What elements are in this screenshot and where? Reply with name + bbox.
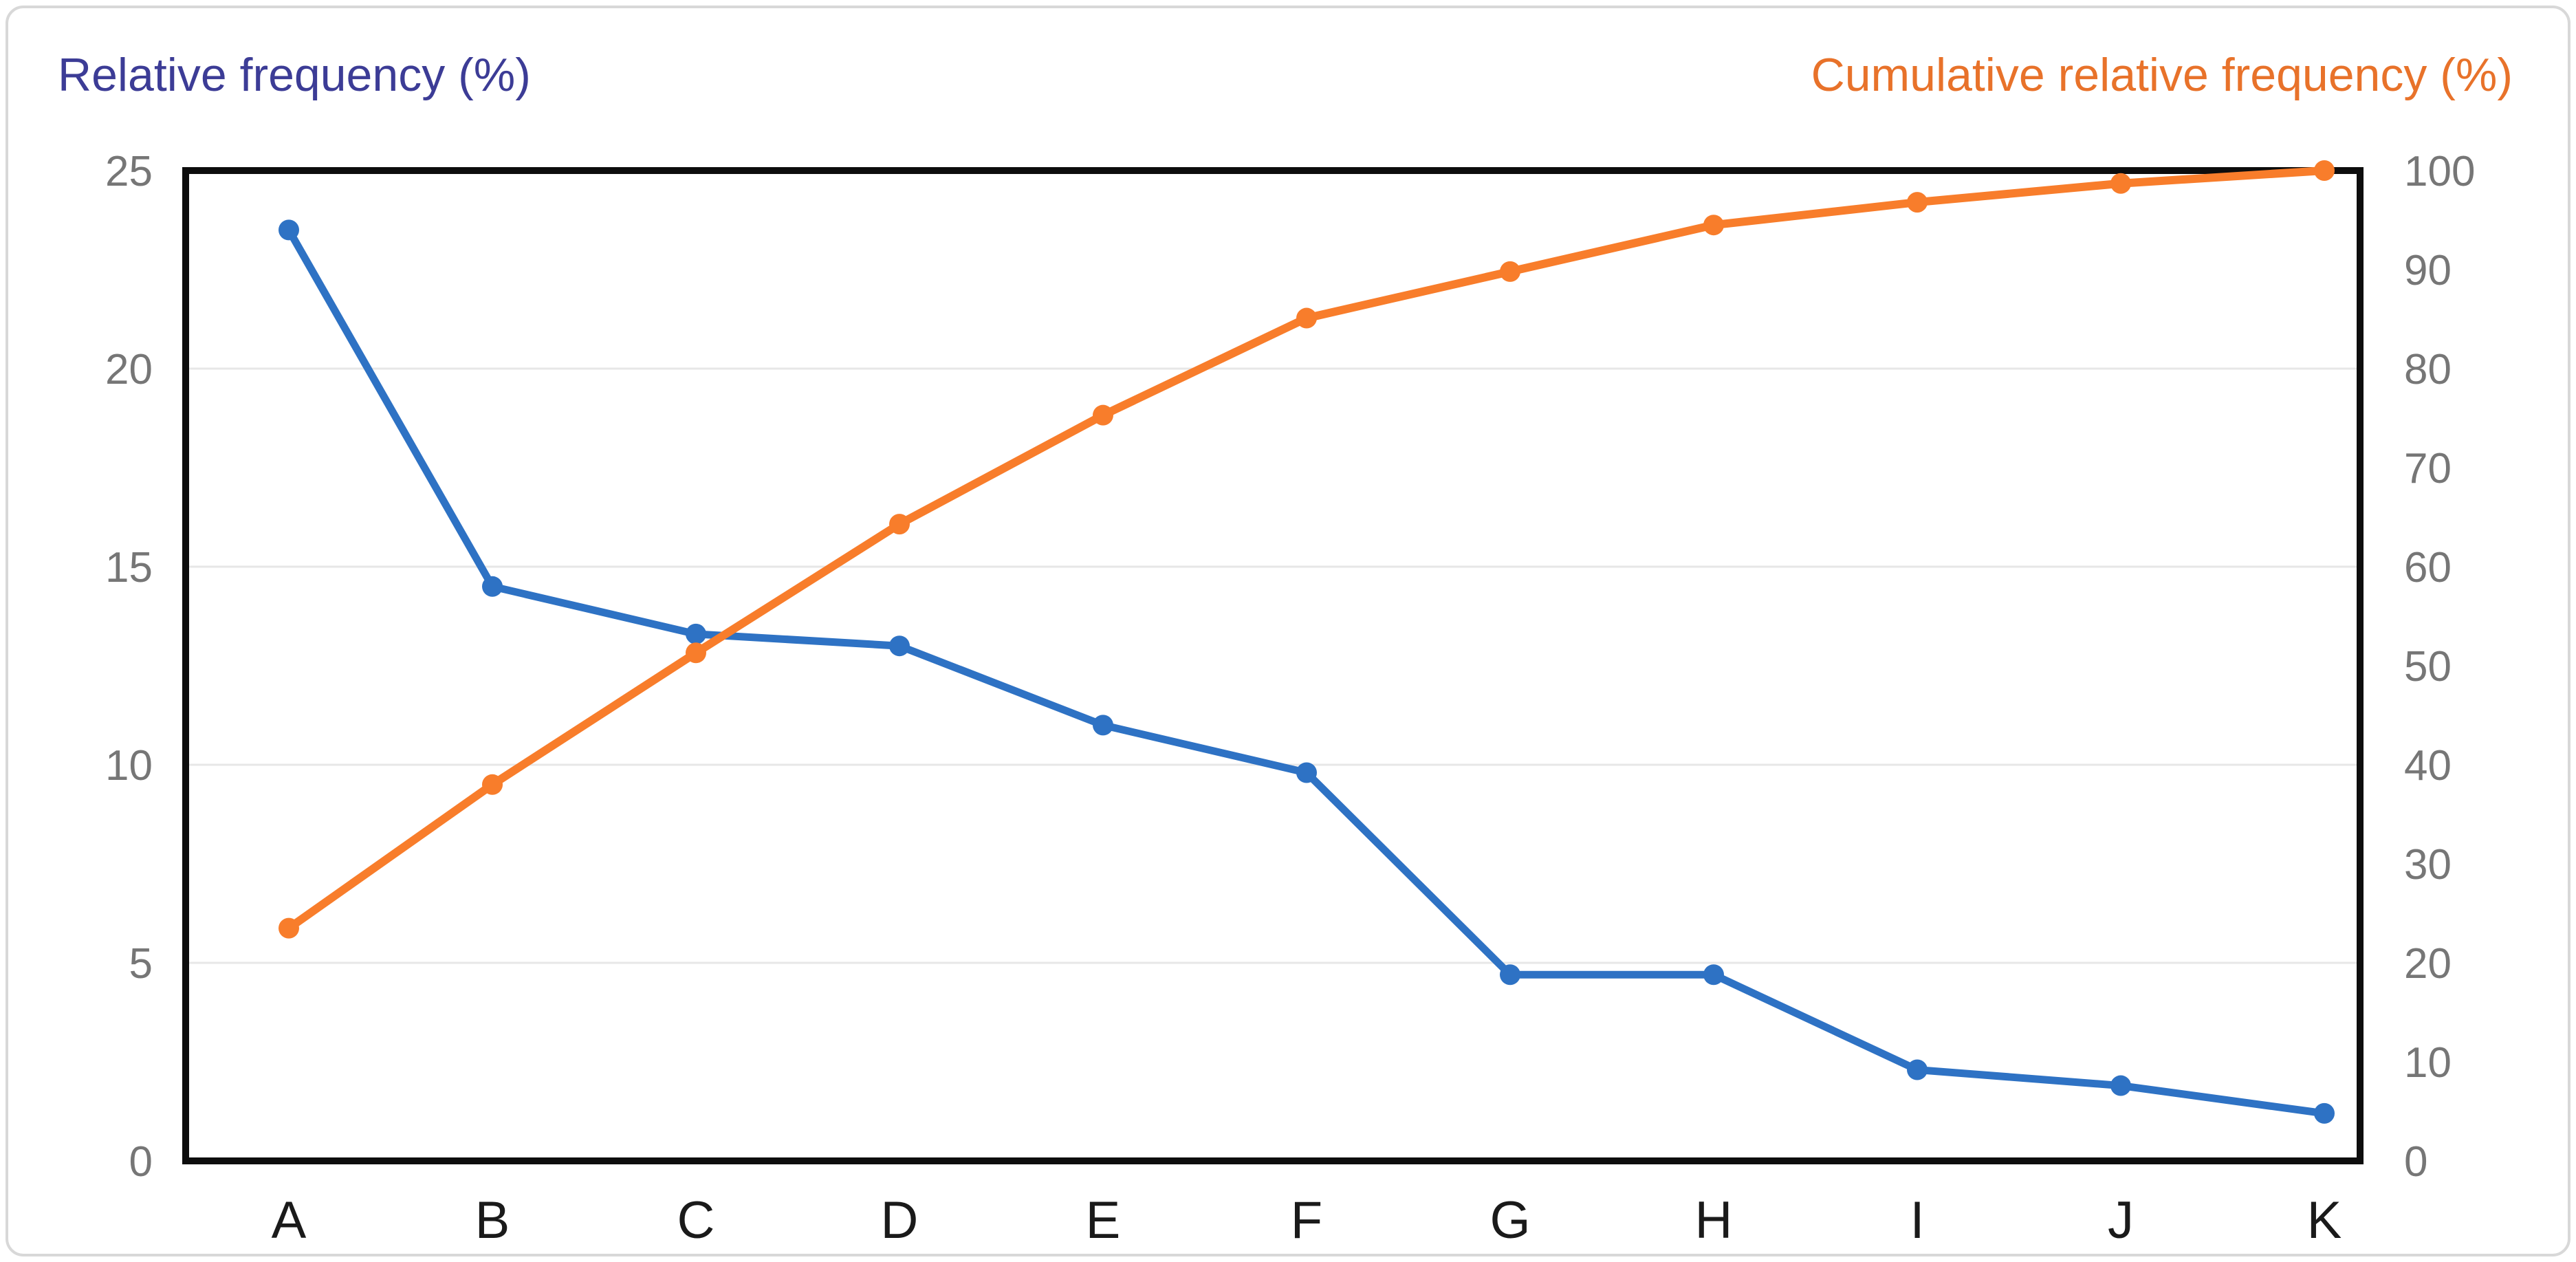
cumulative-relative-frequency-point-H (1703, 215, 1724, 236)
left-axis-tick-15: 15 (105, 544, 153, 591)
cumulative-relative-frequency-point-F (1296, 307, 1317, 329)
right-axis-tick-10: 10 (2404, 1039, 2452, 1087)
x-axis-label-D: D (881, 1191, 919, 1250)
cumulative-relative-frequency-point-C (686, 642, 706, 664)
right-axis-tick-30: 30 (2404, 841, 2452, 889)
left-axis-tick-0: 0 (129, 1138, 153, 1186)
right-axis-tick-40: 40 (2404, 742, 2452, 790)
x-axis-label-C: C (677, 1191, 715, 1250)
left-axis-tick-20: 20 (105, 346, 153, 393)
right-axis-tick-60: 60 (2404, 544, 2452, 591)
cumulative-relative-frequency-point-I (1907, 192, 1928, 213)
relative-frequency-point-I (1907, 1059, 1928, 1080)
right-axis-tick-70: 70 (2404, 445, 2452, 492)
left-axis-tick-5: 5 (129, 940, 153, 988)
x-axis-label-I: I (1910, 1191, 1924, 1250)
relative-frequency-point-B (482, 576, 503, 597)
relative-frequency-point-E (1093, 715, 1113, 736)
relative-frequency-point-C (686, 623, 706, 644)
right-axis-tick-90: 90 (2404, 247, 2452, 294)
relative-frequency-point-J (2110, 1075, 2131, 1096)
left-axis-tick-10: 10 (105, 742, 153, 790)
relative-frequency-line (285, 226, 2328, 1118)
relative-frequency-point-H (1703, 964, 1724, 986)
relative-frequency-point-G (1500, 964, 1520, 986)
left-axis-title: Relative frequency (%) (58, 49, 531, 101)
cumulative-relative-frequency-line (285, 166, 2328, 933)
plot-border (182, 167, 2364, 1164)
cumulative-relative-frequency-point-K (2314, 160, 2335, 181)
x-axis-label-J: J (2108, 1191, 2134, 1250)
cumulative-relative-frequency-point-B (482, 774, 503, 795)
x-axis-label-F: F (1291, 1191, 1322, 1250)
relative-frequency-point-A (279, 219, 299, 241)
right-axis-tick-20: 20 (2404, 940, 2452, 988)
cumulative-relative-frequency-point-J (2110, 173, 2131, 194)
right-axis-tick-50: 50 (2404, 643, 2452, 690)
relative-frequency-point-K (2314, 1102, 2335, 1124)
x-axis-label-A: A (272, 1191, 307, 1250)
left-axis-tick-25: 25 (105, 148, 153, 195)
relative-frequency-point-F (1296, 762, 1317, 783)
cumulative-relative-frequency-point-G (1500, 261, 1520, 282)
x-axis-label-H: H (1695, 1191, 1733, 1250)
x-axis-label-B: B (475, 1191, 510, 1250)
cumulative-relative-frequency-point-E (1093, 404, 1113, 426)
x-axis-label-E: E (1086, 1191, 1121, 1250)
right-axis-title: Cumulative relative frequency (%) (1811, 49, 2513, 101)
relative-frequency-point-D (889, 635, 910, 657)
right-axis-tick-80: 80 (2404, 346, 2452, 393)
cumulative-relative-frequency-point-A (279, 917, 299, 939)
right-axis-tick-100: 100 (2404, 148, 2475, 195)
x-axis-label-K: K (2307, 1191, 2342, 1250)
x-axis-label-G: G (1489, 1191, 1530, 1250)
right-axis-tick-0: 0 (2404, 1138, 2427, 1186)
cumulative-relative-frequency-point-D (889, 514, 910, 535)
